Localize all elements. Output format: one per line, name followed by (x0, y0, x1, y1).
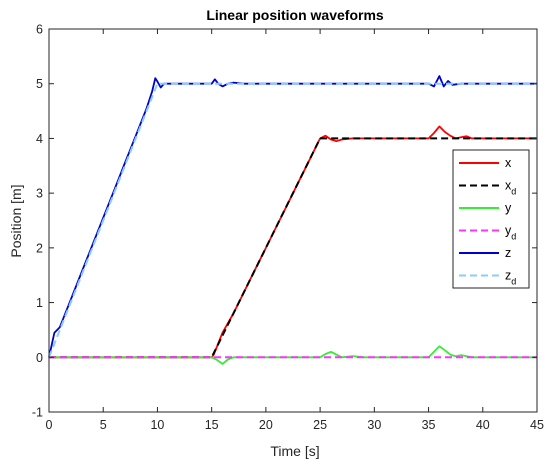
legend-label: x (505, 156, 512, 170)
x-tick-label: 35 (422, 418, 436, 432)
y-tick-label: 6 (36, 23, 43, 37)
x-tick-label: 5 (100, 418, 107, 432)
legend-box (452, 149, 530, 289)
legend-label: y (505, 201, 512, 215)
x-tick-label: 20 (259, 418, 273, 432)
x-tick-label: 45 (530, 418, 544, 432)
y-tick-label: 0 (36, 351, 43, 365)
y-tick-label: 1 (36, 296, 43, 310)
y-tick-label: 5 (36, 77, 43, 91)
y-tick-label: 3 (36, 187, 43, 201)
x-tick-label: 40 (476, 418, 490, 432)
x-tick-label: 0 (46, 418, 53, 432)
legend-label: z (505, 246, 511, 260)
x-tick-label: 30 (367, 418, 381, 432)
series-layer (48, 75, 537, 365)
x-axis-label: Time [s] (270, 443, 319, 459)
legend-label: zd (505, 269, 516, 287)
y-tick-label: -1 (32, 406, 43, 420)
legend-label: xd (505, 179, 516, 197)
legend: x xd y yd z zd (452, 149, 530, 289)
legend-label: yd (505, 224, 516, 242)
chart-title: Linear position waveforms (206, 7, 384, 23)
x-tick-label: 25 (313, 418, 327, 432)
x-tick-label: 10 (150, 418, 164, 432)
x-tick-label: 15 (205, 418, 219, 432)
y-axis-label: Position [m] (8, 184, 24, 257)
plot-area-frame (48, 28, 538, 413)
y-tick-label: 4 (36, 132, 43, 146)
y-tick-label: 2 (36, 241, 43, 255)
